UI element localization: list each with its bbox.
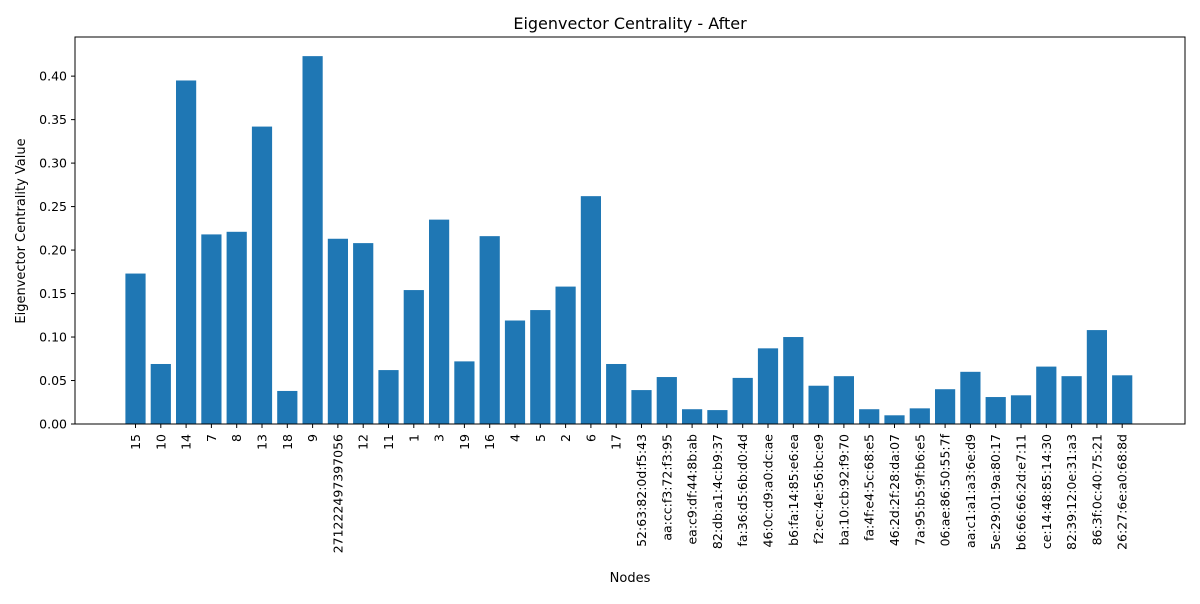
bar (833, 376, 854, 424)
x-tick-label: f2:ec:4e:56:bc:e9 (811, 434, 826, 544)
y-tick-label: 0.15 (39, 286, 67, 301)
x-tick-label: 15 (128, 434, 143, 450)
y-tick-label: 0.30 (39, 156, 67, 171)
bar (201, 234, 222, 424)
x-tick-label: fa:4f:e4:5c:68:e5 (862, 434, 877, 541)
bar (176, 80, 197, 424)
y-tick-label: 0.25 (39, 199, 67, 214)
x-tick-label: fa:36:d5:6b:d0:4d (735, 434, 750, 547)
x-tick-label: 82:39:12:0e:31:a3 (1064, 434, 1079, 550)
bar (909, 408, 930, 424)
bar (631, 390, 652, 424)
bar (251, 126, 273, 424)
bar (504, 320, 526, 424)
bar (429, 219, 450, 424)
x-tick-label: 86:3f:0c:40:75:21 (1089, 434, 1104, 545)
bar (277, 390, 298, 424)
bar (757, 348, 779, 424)
bar (1036, 366, 1057, 424)
x-tick-label: 17 (609, 434, 624, 450)
chart-title: Eigenvector Centrality - After (513, 14, 747, 33)
y-tick-label: 0.10 (39, 330, 67, 345)
bar (150, 363, 171, 424)
bar (960, 371, 981, 424)
y-tick-label: 0.20 (39, 243, 67, 258)
x-tick-label: 4 (508, 434, 523, 442)
y-tick-label: 0.40 (39, 69, 67, 84)
x-tick-label: 271222497397056 (330, 434, 345, 553)
x-tick-label: 7a:95:b5:9f:b6:e5 (912, 434, 927, 546)
x-tick-label: 11 (381, 434, 396, 450)
x-tick-label: 46:2d:2f:28:da:07 (887, 434, 902, 546)
plot-frame (74, 36, 1186, 425)
bar (682, 409, 703, 424)
bar (808, 385, 829, 424)
bar (530, 310, 551, 424)
bar (353, 243, 374, 424)
x-tick-label: 10 (153, 434, 168, 450)
bars-group (125, 56, 1133, 424)
y-tick-label: 0.05 (39, 373, 67, 388)
bar (226, 231, 247, 424)
x-tick-label: 06:ae:86:50:55:7f (938, 433, 953, 546)
x-tick-label: 18 (280, 434, 295, 450)
bar (859, 409, 880, 424)
bar (935, 389, 956, 424)
x-tick-label: 46:0c:d9:a0:dc:ae (761, 434, 776, 548)
bar (555, 286, 576, 424)
x-tick-label: 1 (406, 434, 421, 442)
x-tick-label: 5 (533, 434, 548, 442)
x-tick-label: 12 (356, 434, 371, 450)
x-tick-label: 7 (204, 434, 219, 442)
x-tick-label: 9 (305, 434, 320, 442)
bar (732, 377, 753, 424)
bar (1112, 375, 1133, 424)
bar (378, 370, 399, 424)
x-tick-label: b6:66:66:2d:e7:11 (1014, 434, 1029, 550)
bar (783, 337, 804, 424)
x-tick-label: 2 (558, 434, 573, 442)
bar (403, 290, 424, 424)
y-axis-ticks: 0.00 0.05 0.10 0.15 0.20 0.25 0.30 0.35 0.40 (39, 69, 75, 432)
x-tick-label: b6:fa:14:85:e6:ea (786, 434, 801, 546)
x-tick-label: 8 (229, 434, 244, 442)
x-tick-label: aa:cc:f3:72:f3:95 (659, 434, 674, 541)
x-tick-label: ce:14:48:85:14:30 (1039, 434, 1054, 549)
bar (1010, 395, 1032, 424)
y-axis-label: Eigenvector Centrality Value (14, 138, 29, 323)
y-tick-label: 0.35 (39, 112, 67, 127)
x-tick-label: 19 (457, 434, 472, 450)
x-tick-label: ea:c9:df:44:8b:ab (685, 434, 700, 545)
bar (985, 397, 1006, 424)
bar (1061, 376, 1082, 424)
bar (454, 361, 475, 424)
x-axis-ticks: 15 10 14 7 8 13 18 9 271222497397056 12 11 1 3 19 16 4 5… (128, 424, 1130, 553)
x-tick-label: 5e:29:01:9a:80:17 (988, 434, 1003, 550)
bar (479, 236, 500, 424)
x-tick-label: aa:c1:a1:a3:6e:d9 (963, 434, 978, 548)
bar (580, 196, 601, 424)
x-tick-label: 6 (583, 434, 598, 442)
x-tick-label: 26:27:6e:a0:68:8d (1115, 434, 1130, 550)
y-tick-label: 0.00 (39, 417, 67, 432)
bar (302, 56, 323, 424)
x-tick-label: 16 (482, 434, 497, 450)
bar (327, 238, 348, 424)
bar (606, 363, 627, 424)
x-tick-label: 14 (179, 434, 194, 450)
x-tick-label: 82:db:a1:4c:b9:37 (710, 434, 725, 549)
bar (884, 415, 905, 424)
x-axis-label: Nodes (610, 571, 651, 586)
x-tick-label: ba:10:cb:92:f9:70 (836, 434, 851, 546)
x-tick-label: 3 (432, 434, 447, 442)
bar (707, 410, 728, 424)
x-tick-label: 52:63:82:0d:f5:43 (634, 434, 649, 547)
bar (1086, 330, 1107, 424)
bar (125, 273, 146, 424)
x-tick-label: 13 (255, 434, 270, 450)
bar (656, 377, 677, 424)
